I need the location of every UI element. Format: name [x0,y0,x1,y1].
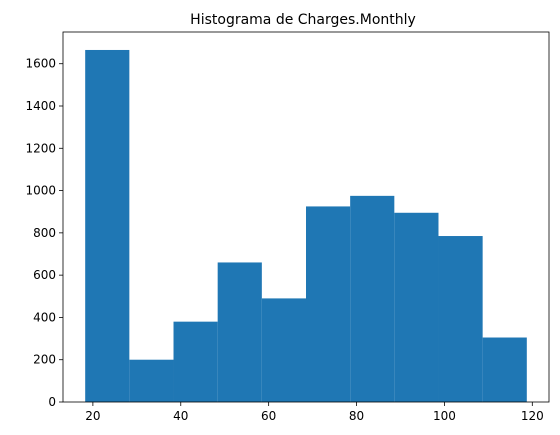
y-tick-label-7: 1400 [25,99,56,113]
y-tick-label-5: 1000 [25,184,56,198]
histogram-bar-1 [129,359,174,402]
y-axis-ticks: 0 200 400 600 800 1000 1200 1400 1600 [25,57,63,409]
y-tick-label-4: 800 [33,226,56,240]
histogram-bar-2 [173,321,218,402]
x-tick-label-2: 60 [261,409,276,423]
histogram-bar-7 [394,212,439,402]
plot-frame [62,31,550,403]
y-tick-label-0: 0 [48,395,56,409]
x-axis-ticks: 20 40 60 80 100 120 [85,402,544,423]
y-tick-label-3: 600 [33,268,56,282]
histogram-bar-9 [482,337,527,402]
y-tick-label-2: 400 [33,310,56,324]
x-tick-label-0: 20 [85,409,100,423]
y-tick-label-8: 1600 [25,57,56,71]
bars-group [85,49,527,402]
histogram-bar-0 [85,49,130,402]
histogram-bar-8 [438,236,483,402]
histogram-bar-5 [306,206,351,402]
x-tick-label-5: 120 [521,409,544,423]
histogram-bar-3 [217,262,262,402]
y-tick-label-6: 1200 [25,141,56,155]
y-tick-label-1: 200 [33,353,56,367]
x-tick-label-3: 80 [349,409,364,423]
histogram-bar-6 [350,195,395,402]
histogram-bar-4 [261,298,306,402]
chart-title: Histograma de Charges.Monthly [190,12,416,28]
x-tick-label-4: 100 [433,409,456,423]
x-tick-label-1: 40 [173,409,188,423]
